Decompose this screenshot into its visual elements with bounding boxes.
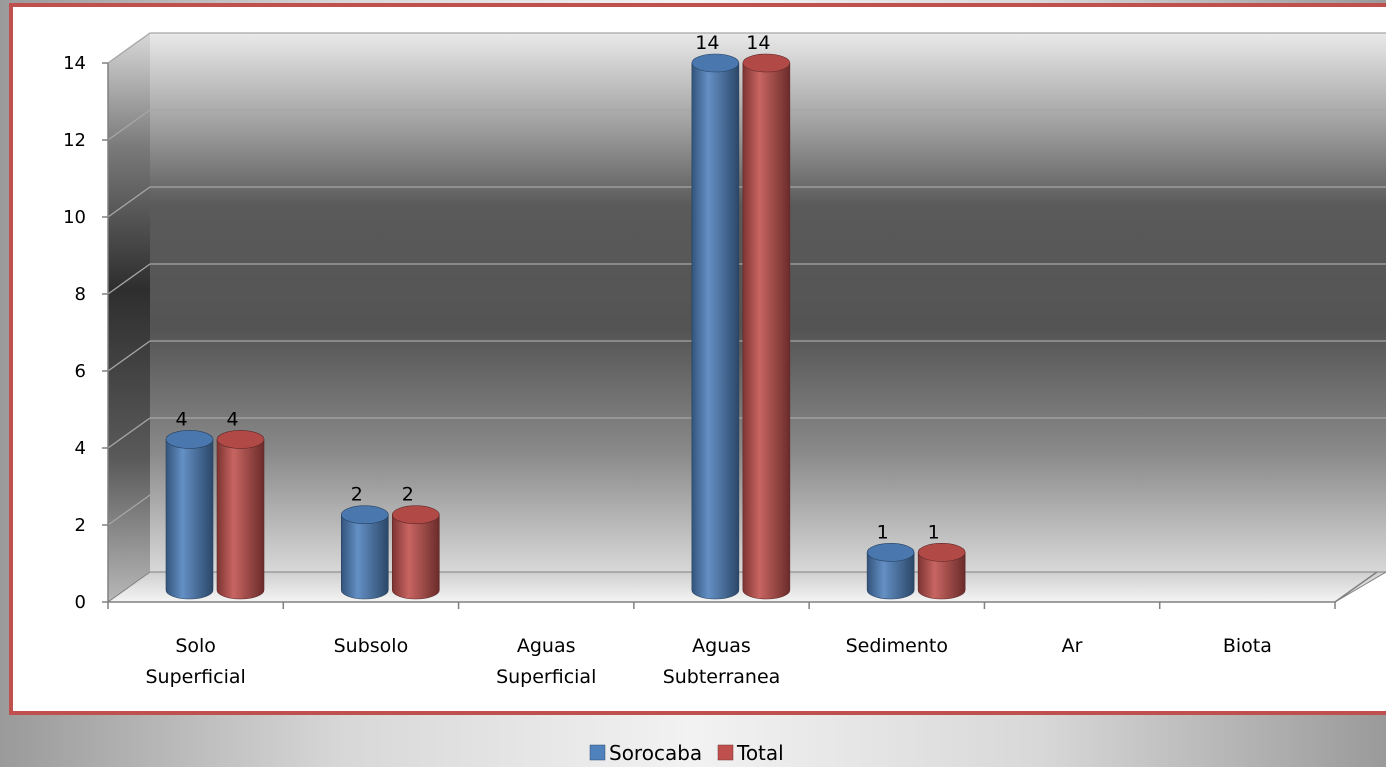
- x-tick-label: Sedimento: [846, 635, 948, 657]
- x-tick-label: Ar: [1062, 635, 1083, 657]
- bar: [917, 543, 966, 600]
- y-tick-label: 14: [63, 53, 86, 74]
- y-tick-label: 4: [75, 438, 86, 459]
- x-tick-label: Superficial: [146, 666, 246, 688]
- y-tick-label: 2: [75, 515, 86, 536]
- bar-body: [742, 62, 791, 600]
- data-label: 4: [175, 408, 187, 430]
- data-label: 14: [746, 32, 770, 54]
- gridlines: [107, 32, 1386, 526]
- y-tick-label: 8: [75, 284, 86, 305]
- x-tick-label: Solo: [175, 635, 216, 657]
- gridline: [107, 494, 1386, 526]
- bar-body: [917, 552, 966, 600]
- bar: [165, 430, 214, 600]
- gridline: [107, 186, 1386, 218]
- bars: [165, 53, 966, 600]
- bar-body: [165, 439, 214, 600]
- bar-top: [742, 53, 791, 73]
- data-labels: 4 4 2 2 14 14 1 1: [175, 32, 939, 543]
- legend-label: Sorocaba: [609, 741, 702, 765]
- bar: [391, 505, 440, 600]
- data-label: 1: [928, 521, 940, 543]
- legend-swatch: [717, 744, 734, 761]
- bar-body: [866, 552, 915, 600]
- gridline: [107, 340, 1386, 372]
- bar-body: [391, 514, 440, 600]
- x-tick-label: Subsolo: [334, 635, 409, 657]
- data-label: 2: [351, 484, 363, 506]
- bar: [216, 430, 265, 600]
- bar-body: [340, 514, 389, 600]
- gridline: [107, 263, 1386, 295]
- bar-body: [691, 62, 740, 600]
- bar: [691, 53, 740, 600]
- data-label: 1: [877, 521, 889, 543]
- bar-top: [216, 430, 265, 449]
- x-axis-labels: Solo Superficial Subsolo Aguas Superficial Ag…: [146, 635, 1272, 688]
- y-tick-label: 6: [75, 361, 86, 382]
- x-tick-label: Superficial: [496, 666, 596, 688]
- bar-top: [340, 505, 389, 525]
- bar-top: [866, 543, 915, 562]
- legend-swatch: [589, 744, 606, 761]
- side-wall: [108, 33, 150, 602]
- bar-top: [917, 543, 966, 562]
- bar: [742, 53, 791, 600]
- bar: [866, 543, 915, 600]
- bar-body: [216, 439, 265, 600]
- gridline: [107, 417, 1386, 449]
- gridline: [107, 32, 1386, 64]
- legend-label: Total: [736, 741, 784, 765]
- bar-top: [165, 430, 214, 449]
- x-tick-label: Biota: [1223, 635, 1272, 657]
- data-label: 14: [695, 32, 719, 54]
- legend: Sorocaba Total: [589, 741, 784, 765]
- gridline: [107, 109, 1386, 141]
- bar: [340, 505, 389, 600]
- x-tick-label: Aguas: [692, 635, 751, 657]
- data-label: 4: [226, 408, 238, 430]
- floor-edge: [1334, 571, 1378, 603]
- bar-top: [691, 53, 740, 73]
- y-tick-label: 0: [75, 592, 86, 613]
- y-tick-label: 12: [63, 130, 86, 151]
- bar-top: [391, 505, 440, 525]
- x-tick-label: Aguas: [517, 635, 576, 657]
- data-label: 2: [402, 484, 414, 506]
- x-tick-label: Subterranea: [663, 666, 781, 688]
- y-tick-label: 10: [63, 207, 86, 228]
